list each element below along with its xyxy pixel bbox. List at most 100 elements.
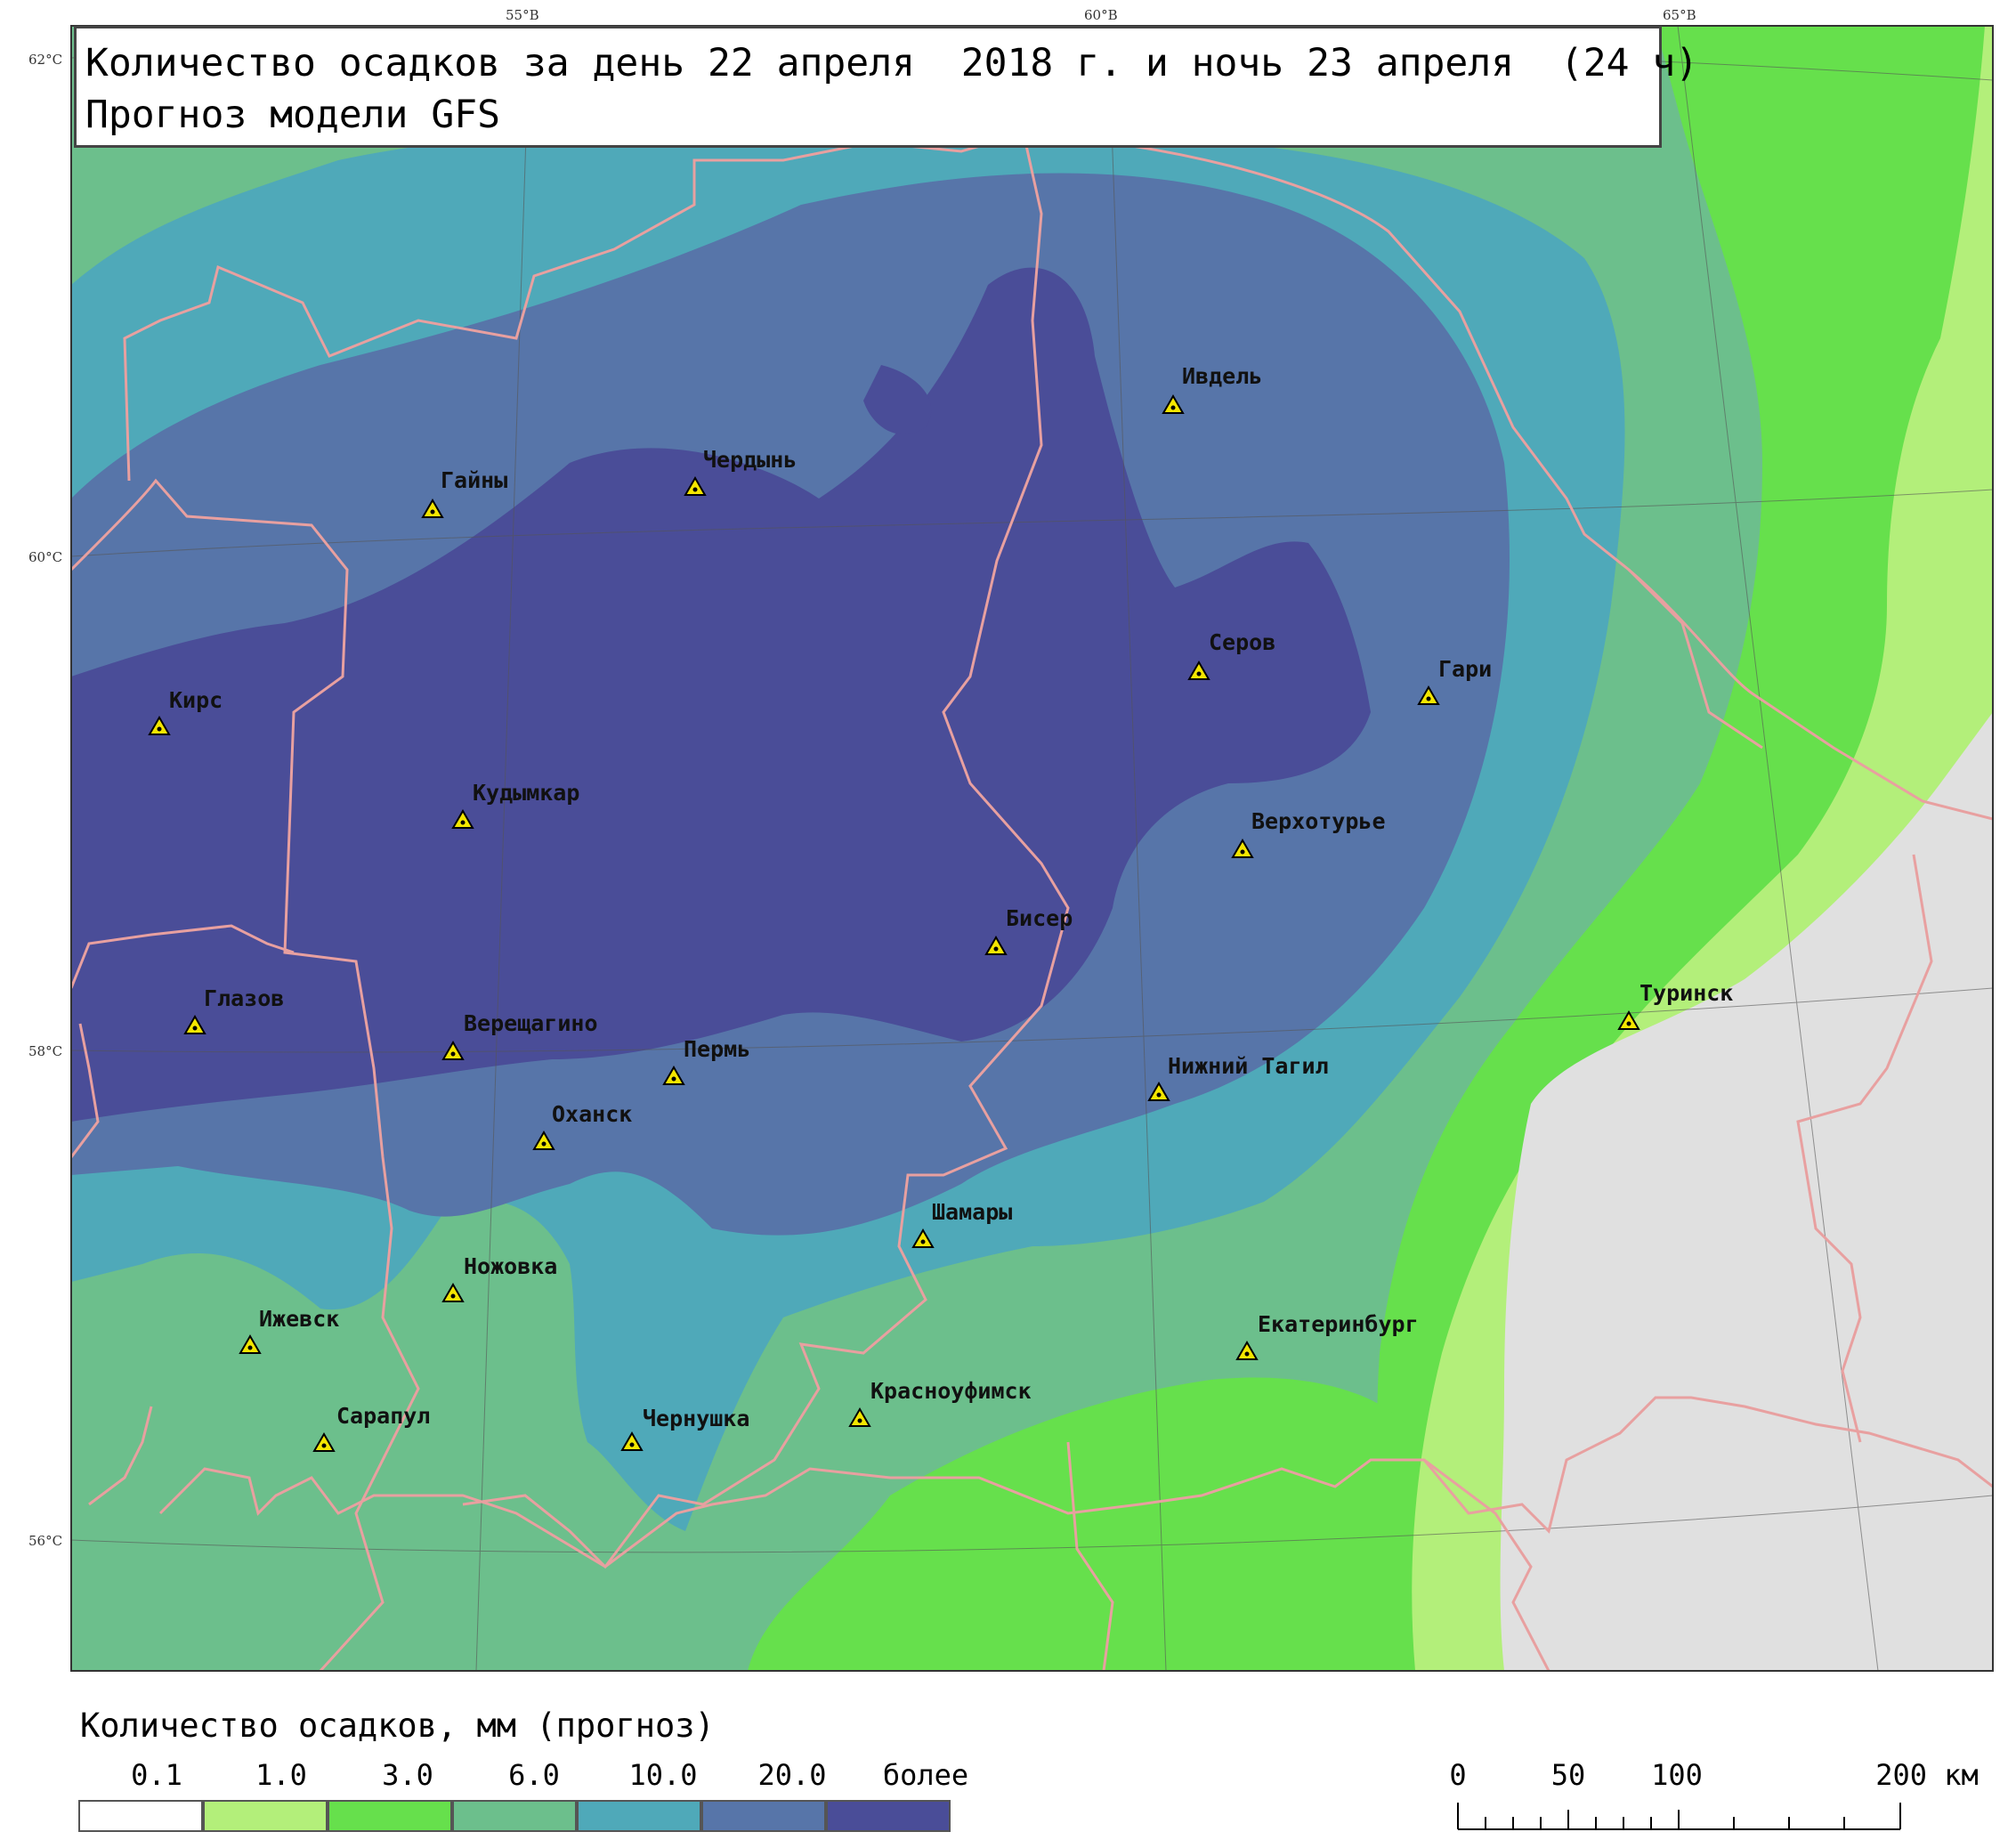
city-label-nizhny-tagil: Нижний Тагил — [1168, 1053, 1329, 1079]
city-marker-dot — [1426, 696, 1431, 701]
city-marker-dot — [247, 1345, 253, 1350]
city-label-serov: Серов — [1209, 629, 1276, 655]
city-marker-icon — [1231, 839, 1254, 858]
city-label-turinsk: Туринск — [1640, 980, 1734, 1006]
legend-swatch-3 — [452, 1800, 577, 1832]
scale-label-200: 200 км — [1875, 1758, 1979, 1792]
city-marker-icon — [1187, 661, 1210, 680]
city-marker-dot — [450, 1293, 456, 1299]
city-label-krasnoufimsk: Красноуфимск — [870, 1378, 1032, 1404]
city-marker-dot — [629, 1442, 635, 1447]
city-marker-icon — [1235, 1341, 1259, 1360]
legend-label-6: более — [882, 1758, 969, 1792]
legend-title: Количество осадков, мм (прогноз) — [80, 1706, 715, 1745]
city-marker-dot — [541, 1141, 547, 1147]
map-title-box: Количество осадков за день 22 апреля 201… — [74, 26, 1699, 148]
city-marker-icon — [984, 936, 1008, 955]
city-label-gari: Гари — [1438, 656, 1493, 682]
region-borders — [71, 132, 1993, 1671]
legend-label-4: 10.0 — [628, 1758, 698, 1792]
city-label-ivdel: Ивдель — [1182, 363, 1263, 389]
scale-label-100: 100 — [1651, 1758, 1703, 1792]
scale-bar — [1457, 1803, 1901, 1830]
city-label-cherdyn: Чердынь — [703, 447, 797, 473]
city-label-biser: Бисер — [1006, 905, 1073, 931]
zone-more — [71, 267, 1371, 1123]
city-marker-icon — [1162, 394, 1185, 414]
city-marker-icon — [662, 1066, 685, 1085]
city-label-nozhovka: Ножовка — [464, 1253, 558, 1279]
city-marker-dot — [157, 726, 162, 732]
city-label-kirs: Кирс — [169, 687, 223, 713]
legend-swatch-6 — [826, 1800, 951, 1832]
scale-label-0: 0 — [1449, 1758, 1467, 1792]
city-label-gainy: Гайны — [441, 467, 508, 493]
city-label-glazov: Глазов — [204, 985, 285, 1011]
legend-label-0: 0.1 — [131, 1758, 182, 1792]
city-marker-icon — [312, 1432, 336, 1452]
legend-label-5: 20.0 — [757, 1758, 827, 1792]
city-marker-dot — [993, 946, 999, 952]
city-marker-icon — [421, 499, 444, 518]
city-label-shamary: Шамары — [932, 1199, 1013, 1225]
lat-label-60: 60°С — [28, 549, 63, 565]
legend-label-3: 6.0 — [508, 1758, 560, 1792]
city-marker-dot — [1170, 405, 1176, 410]
legend-swatch-5 — [701, 1800, 826, 1832]
city-marker-dot — [460, 820, 466, 825]
city-label-verkhoturye: Верхотурье — [1251, 808, 1386, 834]
city-marker-dot — [192, 1025, 198, 1031]
city-marker-dot — [1244, 1351, 1250, 1357]
city-label-okhansk: Оханск — [552, 1101, 633, 1127]
city-marker-dot — [692, 487, 698, 492]
lat-label-56: 56°С — [28, 1533, 63, 1549]
lat-label-58: 58°С — [28, 1043, 63, 1059]
city-marker-icon — [148, 716, 171, 735]
legend-swatch-4 — [577, 1800, 701, 1832]
city-marker-icon — [183, 1015, 206, 1034]
city-label-vereshchagino: Верещагино — [464, 1010, 598, 1036]
legend-label-2: 3.0 — [382, 1758, 433, 1792]
legend-swatch-2 — [328, 1800, 452, 1832]
city-marker-icon — [911, 1228, 935, 1248]
city-marker-icon — [441, 1041, 465, 1060]
city-label-sarapul: Сарапул — [336, 1403, 431, 1429]
zone-more-small — [863, 365, 932, 435]
city-marker-icon — [1147, 1082, 1170, 1101]
city-marker-dot — [920, 1239, 926, 1244]
city-marker-dot — [857, 1418, 862, 1423]
city-marker-icon — [1417, 685, 1440, 705]
zone-3-6-south — [748, 1377, 1415, 1671]
map-title: Количество осадков за день 22 апреля 201… — [85, 41, 1699, 85]
city-marker-icon — [1617, 1010, 1640, 1030]
scale-label-50: 50 — [1550, 1758, 1586, 1792]
city-label-izhevsk: Ижевск — [259, 1306, 340, 1332]
city-marker-dot — [430, 509, 435, 515]
city-marker-dot — [450, 1051, 456, 1057]
city-marker-dot — [1156, 1092, 1162, 1098]
city-label-yekaterinburg: Екатеринбург — [1258, 1311, 1419, 1337]
city-marker-icon — [441, 1283, 465, 1302]
legend-swatch-0 — [78, 1800, 203, 1832]
city-marker-icon — [239, 1334, 262, 1354]
lon-label-65: 65°В — [1663, 7, 1696, 23]
city-marker-icon — [684, 476, 707, 496]
city-marker-icon — [451, 809, 474, 829]
city-marker-dot — [321, 1443, 327, 1448]
city-marker-dot — [671, 1076, 676, 1082]
city-markers — [148, 394, 1640, 1452]
map-subtitle: Прогноз модели GFS — [85, 93, 500, 137]
legend-label-1: 1.0 — [255, 1758, 307, 1792]
legend-swatch-1 — [203, 1800, 328, 1832]
lat-label-62: 62°С — [28, 52, 63, 68]
city-label-perm: Пермь — [684, 1036, 751, 1062]
city-label-chernushka: Чернушка — [643, 1406, 750, 1431]
city-marker-dot — [1626, 1021, 1631, 1026]
city-marker-dot — [1196, 671, 1202, 677]
city-marker-icon — [620, 1431, 644, 1451]
lon-label-55: 55°В — [506, 7, 539, 23]
city-label-kudymkar: Кудымкар — [473, 780, 580, 806]
city-marker-icon — [848, 1407, 871, 1427]
lon-label-60: 60°В — [1084, 7, 1118, 23]
city-marker-icon — [532, 1131, 555, 1150]
